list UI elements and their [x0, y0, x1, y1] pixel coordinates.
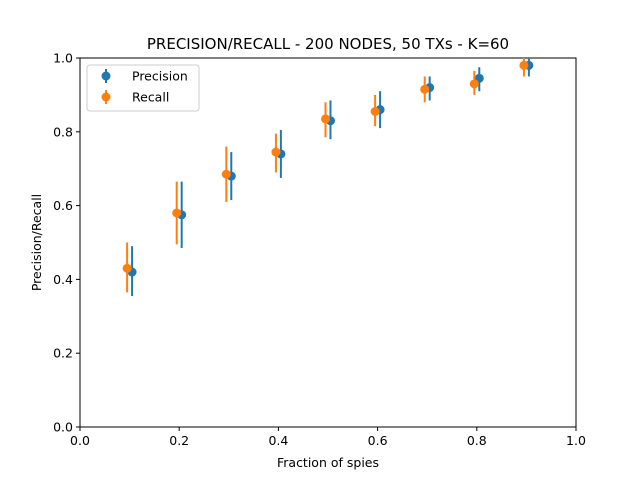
series-recall — [122, 58, 529, 293]
data-point — [321, 114, 331, 124]
axis-ticks: 0.0 0.2 0.4 0.6 0.8 1.0 0.0 0.2 0.4 0.6 0.8 1.0 — [53, 51, 586, 449]
x-tick-label: 1.0 — [566, 433, 586, 448]
data-point — [172, 208, 182, 218]
y-tick-label: 1.0 — [53, 51, 73, 66]
y-tick-label: 0.0 — [53, 420, 73, 435]
legend-label: Precision — [132, 69, 188, 84]
y-axis-label: Precision/Recall — [29, 194, 44, 291]
series-layer — [122, 58, 534, 297]
legend-label: Recall — [132, 90, 169, 105]
y-tick-label: 0.4 — [53, 272, 73, 287]
data-point — [420, 84, 430, 94]
legend: Precision Recall — [86, 64, 200, 112]
x-tick-label: 0.8 — [467, 433, 487, 448]
plot-area — [79, 57, 577, 428]
x-tick-label: 0.0 — [70, 433, 90, 448]
data-point — [221, 169, 231, 179]
y-tick-label: 0.2 — [53, 346, 73, 361]
x-tick-label: 0.4 — [268, 433, 288, 448]
data-point — [122, 263, 132, 273]
x-tick-label: 0.6 — [368, 433, 388, 448]
x-axis-label: Fraction of spies — [277, 455, 379, 470]
x-tick-label: 0.2 — [169, 433, 189, 448]
data-point — [370, 107, 380, 117]
y-tick-label: 0.8 — [53, 124, 73, 139]
legend-frame — [86, 64, 200, 112]
data-point — [519, 60, 529, 70]
data-point — [271, 147, 281, 157]
data-point — [469, 79, 479, 89]
chart-title: PRECISION/RECALL - 200 NODES, 50 TXs - K… — [147, 35, 509, 53]
y-tick-label: 0.6 — [53, 198, 73, 213]
legend-marker — [101, 92, 111, 102]
legend-marker — [101, 71, 111, 81]
